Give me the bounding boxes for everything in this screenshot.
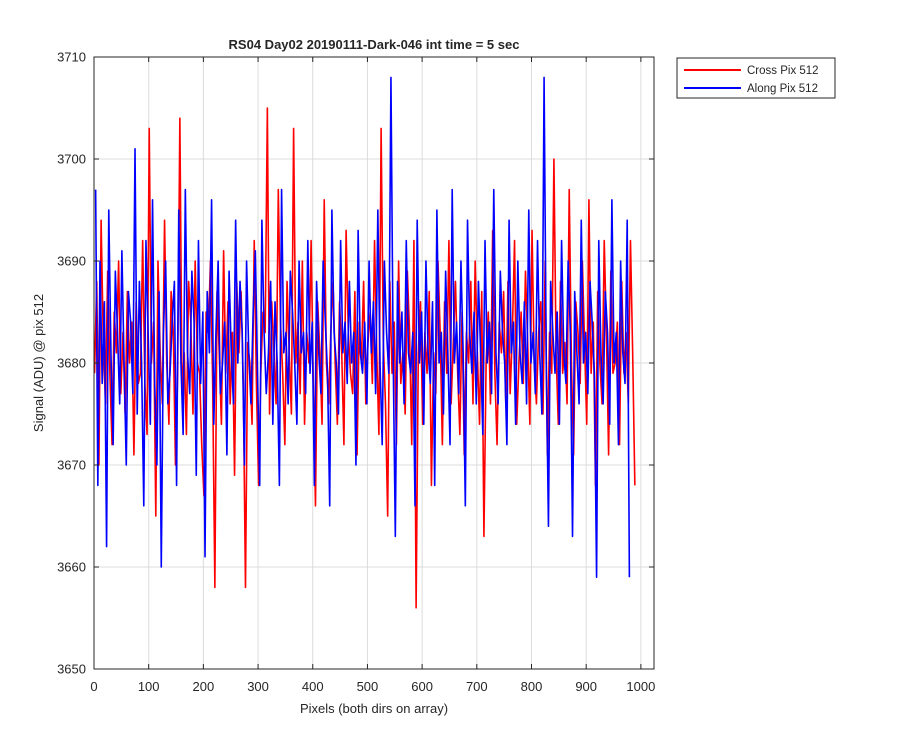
series-line-along-pix-512 (94, 76, 631, 579)
x-tick-label: 500 (357, 679, 379, 694)
x-tick-label: 400 (302, 679, 324, 694)
x-tick-label: 700 (466, 679, 488, 694)
y-tick-label: 3710 (57, 50, 86, 65)
legend: Cross Pix 512 Along Pix 512 (676, 57, 836, 99)
x-tick-label: 900 (575, 679, 597, 694)
chart-title: RS04 Day02 20190111-Dark-046 int time = … (229, 37, 520, 52)
x-tick-labels: 0 100 200 300 400 500 600 700 800 900 1000 (90, 679, 655, 694)
x-tick-label: 100 (138, 679, 160, 694)
x-tick-label: 200 (193, 679, 215, 694)
y-tick-label: 3670 (57, 458, 86, 473)
y-tick-label: 3660 (57, 560, 86, 575)
y-tick-label: 3650 (57, 662, 86, 677)
y-tick-label: 3680 (57, 356, 86, 371)
x-axis-label: Pixels (both dirs on array) (300, 701, 448, 716)
x-tick-label: 1000 (626, 679, 655, 694)
series-lines (94, 76, 636, 609)
x-tick-label: 600 (411, 679, 433, 694)
y-tick-labels: 3650 3660 3670 3680 3690 3700 3710 (57, 50, 86, 677)
x-tick-label: 0 (90, 679, 97, 694)
y-tick-label: 3700 (57, 152, 86, 167)
x-tick-label: 800 (521, 679, 543, 694)
legend-label-along: Along Pix 512 (747, 83, 818, 95)
legend-box (676, 57, 836, 99)
legend-label-cross: Cross Pix 512 (747, 65, 819, 77)
y-tick-label: 3690 (57, 254, 86, 269)
x-tick-label: 300 (247, 679, 269, 694)
y-axis-label: Signal (ADU) @ pix 512 (31, 294, 46, 432)
ticks (93, 56, 654, 670)
